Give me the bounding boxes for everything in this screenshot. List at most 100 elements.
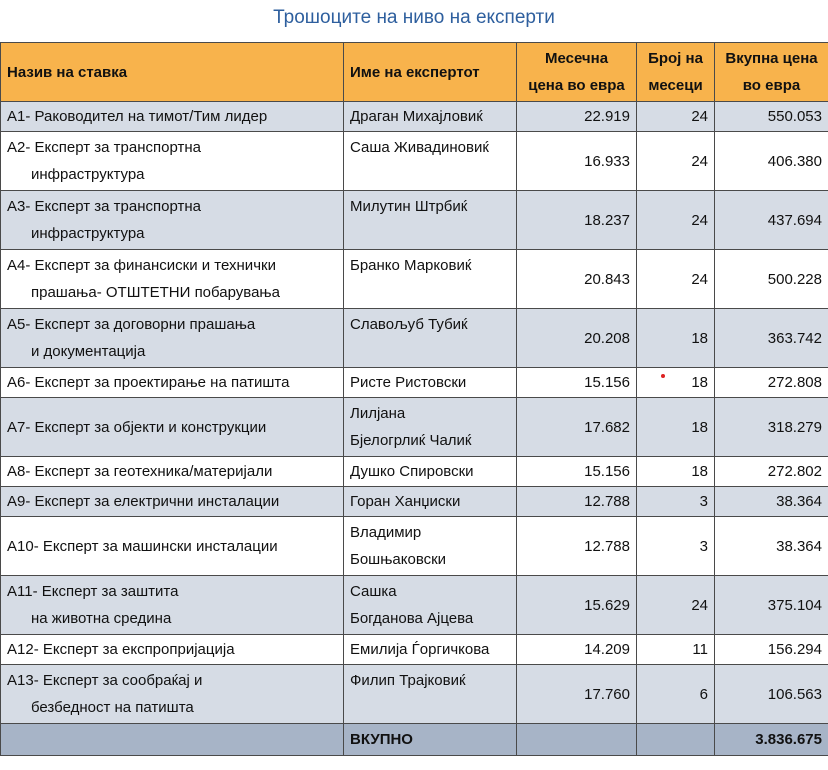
months-cell: 18 bbox=[636, 367, 715, 398]
cell-line: Бранко Марковиќ bbox=[350, 257, 472, 274]
total-cell: 272.802 bbox=[714, 456, 828, 487]
total-cell: 550.053 bbox=[714, 101, 828, 132]
item-cell: A9- Експерт за електрични инсталации bbox=[0, 486, 344, 517]
total-cell: 363.742 bbox=[714, 308, 828, 368]
item-cell: A10- Експерт за машински инсталации bbox=[0, 516, 344, 576]
expert-cell: Филип Трајковиќ bbox=[343, 664, 517, 724]
cell-line: A6- Експерт за проектирање на патишта bbox=[7, 374, 290, 391]
cell-line: Месечна bbox=[544, 50, 609, 67]
expert-cell: Славољуб Тубиќ bbox=[343, 308, 517, 368]
cell-line: A1- Раководител на тимот/Тим лидер bbox=[7, 108, 268, 125]
table-row: A2- Експерт за транспортна инфраструктура… bbox=[0, 131, 828, 191]
cell-line: Име на експертот bbox=[350, 63, 480, 81]
cell-line: Бјелогрлиќ Чалиќ bbox=[350, 432, 472, 449]
table-row: A3- Експерт за транспортна инфраструктура… bbox=[0, 190, 828, 250]
grand-total: 3.836.675 bbox=[714, 723, 828, 756]
cell-line: цена во евра bbox=[528, 77, 625, 94]
expert-cell: Милутин Штрбиќ bbox=[343, 190, 517, 250]
total-row: ВКУПНО 3.836.675 bbox=[0, 723, 828, 756]
total-cell: 156.294 bbox=[714, 634, 828, 665]
cell-line: Богданова Ајцева bbox=[350, 610, 474, 627]
title: Трошоците на ниво на експерти bbox=[273, 7, 555, 28]
header-cell: Име на експертот bbox=[343, 42, 517, 102]
months-cell: 24 bbox=[636, 249, 715, 309]
monthly-cell: 16.933 bbox=[516, 131, 637, 191]
table-row: A13- Експерт за сообраќај и безбедност на… bbox=[0, 664, 828, 724]
monthly-cell: 20.208 bbox=[516, 308, 637, 368]
item-cell: A1- Раководител на тимот/Тим лидер bbox=[0, 101, 344, 132]
expert-table: Назив на ставка Име на експертот Месечна це… bbox=[0, 42, 828, 756]
expert-cell: Драган Михајловиќ bbox=[343, 101, 517, 132]
empty-cell bbox=[636, 723, 715, 756]
months-cell: 18 bbox=[636, 397, 715, 457]
item-cell: A8- Експерт за геотехника/материјали bbox=[0, 456, 344, 487]
cell-line: и документација bbox=[31, 343, 146, 360]
header-cell: Вкупна цена во евра bbox=[714, 42, 828, 102]
table-row: A4- Експерт за финансиски и технички праш… bbox=[0, 249, 828, 309]
months-cell: 24 bbox=[636, 575, 715, 635]
months-cell: 6 bbox=[636, 664, 715, 724]
cell-line: Горан Ханџиски bbox=[350, 493, 461, 510]
item-cell: A11- Експерт за заштита на животна средин… bbox=[0, 575, 344, 635]
cell-line: Емилија Ѓоргичкова bbox=[350, 641, 490, 658]
total-cell: 375.104 bbox=[714, 575, 828, 635]
cell-line: A4- Експерт за финансиски и технички bbox=[7, 257, 276, 274]
cell-line: Назив на ставка bbox=[7, 63, 128, 81]
monthly-cell: 14.209 bbox=[516, 634, 637, 665]
expert-cell: Бранко Марковиќ bbox=[343, 249, 517, 309]
expert-cell: Владимир Бошњаковски bbox=[343, 516, 517, 576]
cell-line: во евра bbox=[742, 77, 801, 94]
total-cell: 406.380 bbox=[714, 131, 828, 191]
monthly-cell: 12.788 bbox=[516, 516, 637, 576]
cell-line: Број на bbox=[648, 50, 703, 67]
monthly-cell: 17.760 bbox=[516, 664, 637, 724]
table-row: A12- Експерт за експропријација Емилија Ѓ… bbox=[0, 634, 828, 665]
table-row: A11- Експерт за заштита на животна средин… bbox=[0, 575, 828, 635]
cell-line: Душко Спировски bbox=[350, 463, 474, 480]
cell-line: инфраструктура bbox=[31, 166, 145, 183]
months-cell: 18 bbox=[636, 456, 715, 487]
cell-line: Владимир bbox=[350, 524, 422, 541]
table-row: A7- Експерт за објекти и конструкции Лилј… bbox=[0, 397, 828, 457]
cell-line: A8- Експерт за геотехника/материјали bbox=[7, 463, 273, 480]
months-cell: 24 bbox=[636, 190, 715, 250]
table-row: A5- Експерт за договорни прашања и докуме… bbox=[0, 308, 828, 368]
monthly-cell: 12.788 bbox=[516, 486, 637, 517]
monthly-cell: 15.629 bbox=[516, 575, 637, 635]
cell-line: месеци bbox=[648, 77, 703, 94]
cell-line: A9- Експерт за електрични инсталации bbox=[7, 493, 280, 510]
expert-cell: Горан Ханџиски bbox=[343, 486, 517, 517]
monthly-cell: 18.237 bbox=[516, 190, 637, 250]
months-cell: 24 bbox=[636, 131, 715, 191]
months-cell: 3 bbox=[636, 516, 715, 576]
header-row: Назив на ставка Име на експертот Месечна це… bbox=[0, 42, 828, 102]
cell-line: Драган Михајловиќ bbox=[350, 108, 483, 125]
cell-line: Лилјана bbox=[350, 405, 406, 422]
cell-line: Филип Трајковиќ bbox=[350, 672, 466, 689]
cell-line: A12- Експерт за експропријација bbox=[7, 641, 235, 658]
item-cell: A2- Експерт за транспортна инфраструктура bbox=[0, 131, 344, 191]
expert-cell: Лилјана Бјелогрлиќ Чалиќ bbox=[343, 397, 517, 457]
monthly-cell: 15.156 bbox=[516, 367, 637, 398]
cell-line: инфраструктура bbox=[31, 225, 145, 242]
item-cell: A6- Експерт за проектирање на патишта bbox=[0, 367, 344, 398]
cell-line: прашања- ОТШТЕТНИ побарувања bbox=[31, 284, 280, 301]
table-row: A9- Експерт за електрични инсталации Гора… bbox=[0, 486, 828, 517]
cell-line: на животна средина bbox=[31, 610, 172, 627]
cell-line: A10- Експерт за машински инсталации bbox=[7, 537, 278, 555]
total-cell: 500.228 bbox=[714, 249, 828, 309]
expert-cell: Сашка Богданова Ајцева bbox=[343, 575, 517, 635]
months-cell: 3 bbox=[636, 486, 715, 517]
total-cell: 318.279 bbox=[714, 397, 828, 457]
cell-line: A3- Експерт за транспортна bbox=[7, 198, 201, 215]
expert-cell: Саша Живадиновиќ bbox=[343, 131, 517, 191]
cell-line: Сашка bbox=[350, 583, 397, 600]
total-cell: 272.808 bbox=[714, 367, 828, 398]
months-cell: 18 bbox=[636, 308, 715, 368]
monthly-cell: 17.682 bbox=[516, 397, 637, 457]
months-cell: 24 bbox=[636, 101, 715, 132]
item-cell: A3- Експерт за транспортна инфраструктура bbox=[0, 190, 344, 250]
item-cell: A13- Експерт за сообраќај и безбедност на… bbox=[0, 664, 344, 724]
table-row: A6- Експерт за проектирање на патишта Рис… bbox=[0, 367, 828, 398]
monthly-cell: 20.843 bbox=[516, 249, 637, 309]
